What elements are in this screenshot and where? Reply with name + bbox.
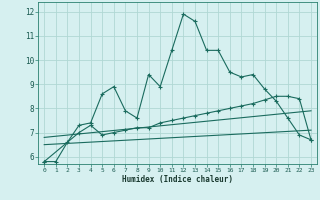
- X-axis label: Humidex (Indice chaleur): Humidex (Indice chaleur): [122, 175, 233, 184]
